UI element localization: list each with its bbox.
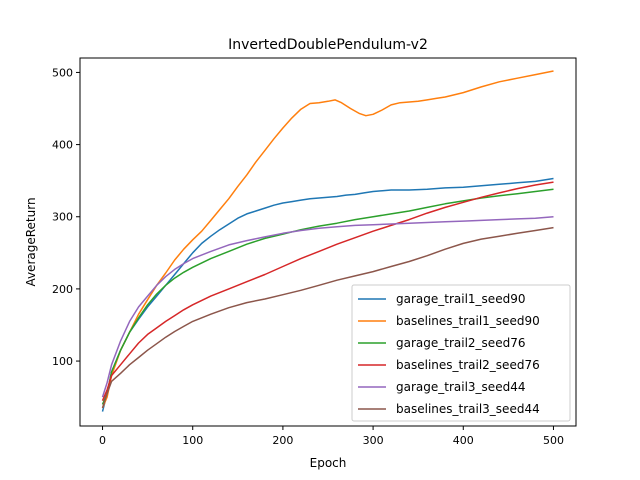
legend-label: garage_trail3_seed44 — [396, 380, 525, 394]
legend-label: baselines_trail1_seed90 — [396, 314, 540, 328]
y-tick-label: 300 — [52, 211, 73, 224]
x-tick-label: 400 — [453, 434, 474, 447]
series-line-baselines_trail2_seed76 — [101, 181, 554, 401]
y-tick-label: 100 — [52, 355, 73, 368]
x-tick-label: 200 — [272, 434, 293, 447]
series-line-baselines_trail1_seed90 — [101, 70, 554, 409]
series-line-baselines_trail3_seed44 — [101, 226, 554, 409]
plot-area-frame — [79, 57, 577, 427]
legend-label: garage_trail1_seed90 — [396, 292, 525, 306]
series-lines — [101, 70, 554, 412]
x-axis-label: Epoch — [310, 456, 347, 470]
legend-label: garage_trail2_seed76 — [396, 336, 525, 350]
legend: garage_trail1_seed90 baselines_trail1_see… — [351, 284, 571, 422]
y-tick-label: 400 — [52, 139, 73, 152]
x-tick-label: 300 — [363, 434, 384, 447]
x-axis-ticks: 0 100 200 300 400 500 — [99, 426, 564, 447]
legend-label: baselines_trail2_seed76 — [396, 358, 540, 372]
x-tick-label: 0 — [99, 434, 106, 447]
y-axis-ticks: 100 200 300 400 500 — [52, 66, 80, 368]
series-line-garage_trail2_seed76 — [101, 188, 554, 405]
legend-label: baselines_trail3_seed44 — [396, 402, 540, 416]
y-tick-label: 200 — [52, 283, 73, 296]
series-line-garage_trail1_seed90 — [101, 177, 554, 412]
series-line-garage_trail3_seed44 — [101, 215, 554, 398]
x-tick-label: 100 — [182, 434, 203, 447]
y-tick-label: 500 — [52, 66, 73, 79]
chart-title: InvertedDoublePendulum-v2 — [228, 37, 428, 53]
legend-box — [351, 284, 571, 422]
x-tick-label: 500 — [543, 434, 564, 447]
y-axis-label: AverageReturn — [24, 197, 38, 286]
